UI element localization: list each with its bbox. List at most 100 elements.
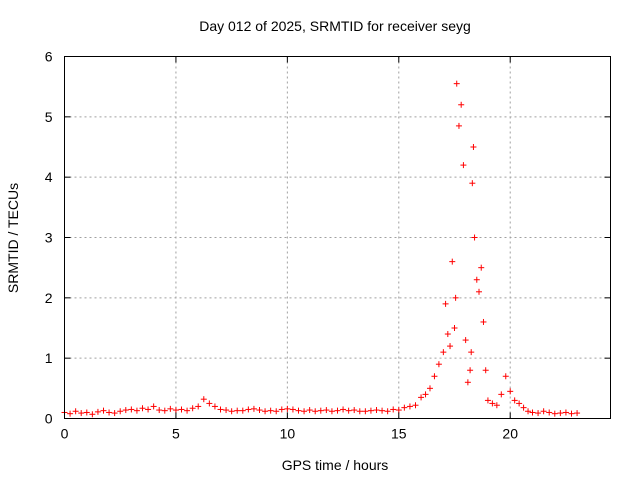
data-point (422, 391, 429, 398)
data-point (458, 101, 465, 108)
data-point (72, 408, 79, 415)
data-point (156, 407, 163, 414)
data-point (284, 405, 291, 412)
data-point (529, 409, 536, 416)
y-tick-label: 1 (45, 350, 53, 366)
data-point (267, 407, 274, 414)
data-point (511, 397, 518, 404)
data-point (178, 406, 185, 413)
x-tick-label: 0 (61, 426, 69, 442)
data-point (484, 397, 491, 404)
data-point (470, 144, 477, 150)
data-point (507, 388, 514, 395)
data-point (384, 408, 391, 415)
data-point (574, 410, 581, 417)
data-point (150, 403, 157, 410)
data-point (464, 379, 471, 386)
data-point (453, 80, 460, 87)
data-point (469, 180, 476, 187)
data-point (83, 409, 90, 416)
data-point (440, 349, 447, 356)
data-point (351, 407, 358, 414)
data-point (122, 407, 129, 414)
y-tick-label: 0 (45, 411, 53, 427)
data-point (551, 410, 558, 417)
data-point (390, 406, 397, 413)
data-point (211, 403, 218, 410)
data-point (502, 373, 509, 380)
data-point (228, 408, 235, 415)
data-point (568, 410, 575, 417)
data-point (94, 408, 101, 415)
data-point (100, 407, 107, 414)
data-point (289, 406, 296, 413)
data-point (525, 408, 532, 415)
data-point (418, 394, 425, 401)
data-point (128, 406, 135, 413)
data-point (540, 408, 547, 415)
gridlines (64, 56, 611, 419)
axis-ticks: 0 5 10 15 20 0 1 2 3 4 5 6 (45, 49, 611, 442)
data-point (328, 408, 335, 415)
data-point (78, 410, 85, 417)
data-point (172, 407, 179, 414)
data-point (478, 264, 485, 271)
data-point (256, 407, 263, 414)
data-point (476, 288, 483, 295)
data-point (493, 402, 500, 409)
data-point (431, 373, 438, 380)
data-point (200, 396, 207, 403)
data-point (139, 405, 146, 412)
x-tick-label: 10 (280, 426, 296, 442)
data-point (460, 162, 467, 169)
data-point (89, 411, 96, 418)
data-point (546, 409, 553, 416)
data-points (61, 80, 581, 418)
data-point (444, 331, 451, 338)
chart-title: Day 012 of 2025, SRMTID for receiver sey… (199, 18, 471, 34)
data-point (106, 409, 113, 416)
data-point (449, 258, 456, 265)
data-point (167, 405, 174, 412)
data-point (455, 122, 462, 129)
data-point (239, 407, 246, 414)
data-point (442, 300, 449, 307)
data-point (262, 408, 269, 415)
data-point (133, 407, 140, 414)
data-point (468, 349, 475, 356)
data-point (462, 337, 469, 344)
data-point (306, 407, 313, 414)
data-point (379, 407, 386, 414)
data-point (217, 406, 224, 413)
data-point (301, 408, 308, 415)
data-point (278, 406, 285, 413)
data-point (273, 408, 280, 415)
data-point (467, 367, 474, 374)
data-point (345, 407, 352, 414)
data-point (234, 407, 241, 414)
data-point (373, 407, 380, 414)
data-point (362, 408, 369, 415)
y-tick-label: 5 (45, 109, 53, 125)
data-point (473, 276, 480, 283)
data-point (117, 408, 124, 415)
data-point (395, 407, 402, 414)
data-point (412, 402, 419, 409)
data-point (520, 404, 527, 411)
data-point (67, 410, 74, 417)
y-tick-label: 2 (45, 290, 53, 306)
data-point (535, 410, 542, 417)
data-point (401, 404, 408, 411)
data-point (557, 410, 564, 417)
data-point (480, 318, 487, 325)
data-point (245, 406, 252, 413)
y-axis-label: SRMTID / TECUs (5, 183, 21, 293)
x-tick-label: 20 (502, 426, 518, 442)
data-point (340, 406, 347, 413)
y-tick-label: 4 (45, 169, 53, 185)
data-point (184, 407, 191, 414)
data-point (189, 405, 196, 412)
data-point (312, 408, 319, 415)
